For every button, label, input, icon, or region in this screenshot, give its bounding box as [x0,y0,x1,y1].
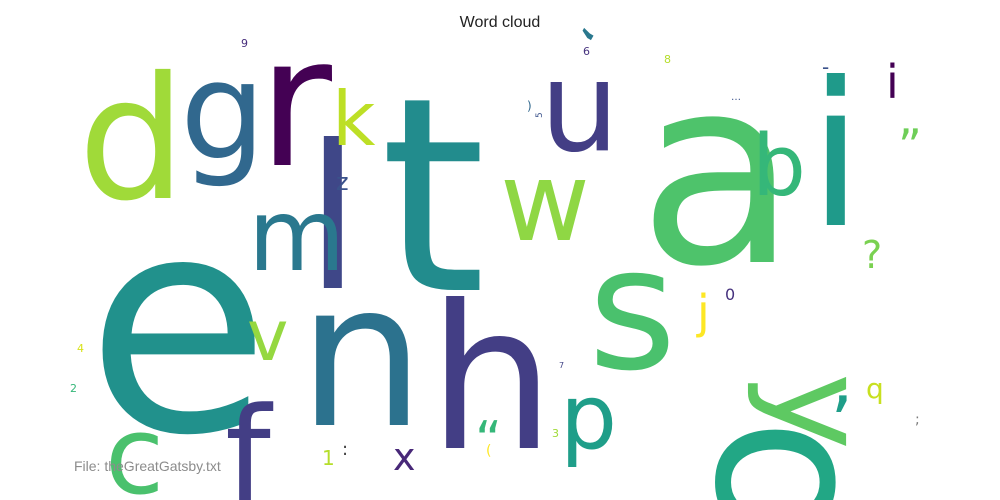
word-5: i [808,40,864,273]
word-4: n [298,240,425,473]
word-39: 7 [559,361,564,370]
word-30: q [866,372,884,405]
word-27: j [696,285,710,339]
word-29: ? [862,233,882,277]
word-47: ; [915,412,920,428]
word-16: c [105,394,164,500]
word-37: 6 [583,45,590,58]
word-11: u [540,35,619,180]
word-34: : [342,439,348,460]
word-9: d [78,41,186,239]
word-18: p [560,365,617,470]
word-31: z [336,168,349,196]
word-1: t [380,39,486,354]
word-41: 4 [77,342,84,355]
word-40: 5 [535,112,545,118]
word-25: ’ [830,381,853,465]
word-38: 9 [241,37,248,50]
word-13: w [500,138,590,266]
word-33: 1 [322,446,335,470]
word-20: v [247,295,288,377]
word-8: r [258,0,332,208]
word-22: i [886,55,899,109]
word-0: e [86,152,271,500]
word-12: g [180,33,266,190]
word-7: h [428,263,555,496]
word-17: f [225,379,274,500]
word-24: “ [475,411,502,471]
word-6: s [588,211,677,409]
word-26: ” [898,119,922,173]
word-32: 0 [725,285,735,304]
word-2: a [638,22,797,324]
word-43: 2 [70,382,77,395]
word-19: b [752,117,806,216]
word-21: k [332,75,376,163]
source-file-label: File: theGreatGatsby.txt [74,458,221,474]
word-45: ( [486,443,491,459]
word-28: x [393,435,416,479]
word-10: l [305,103,361,336]
word-46: … [731,92,741,103]
chart-title: Word cloud [459,14,541,31]
word-3: o [668,418,913,500]
word-42: 3 [552,427,559,440]
word-15: y [744,373,896,450]
word-35: - [822,55,829,79]
word-44: ) [527,99,532,113]
word-14: m [248,177,345,294]
word-36: 8 [664,53,671,66]
